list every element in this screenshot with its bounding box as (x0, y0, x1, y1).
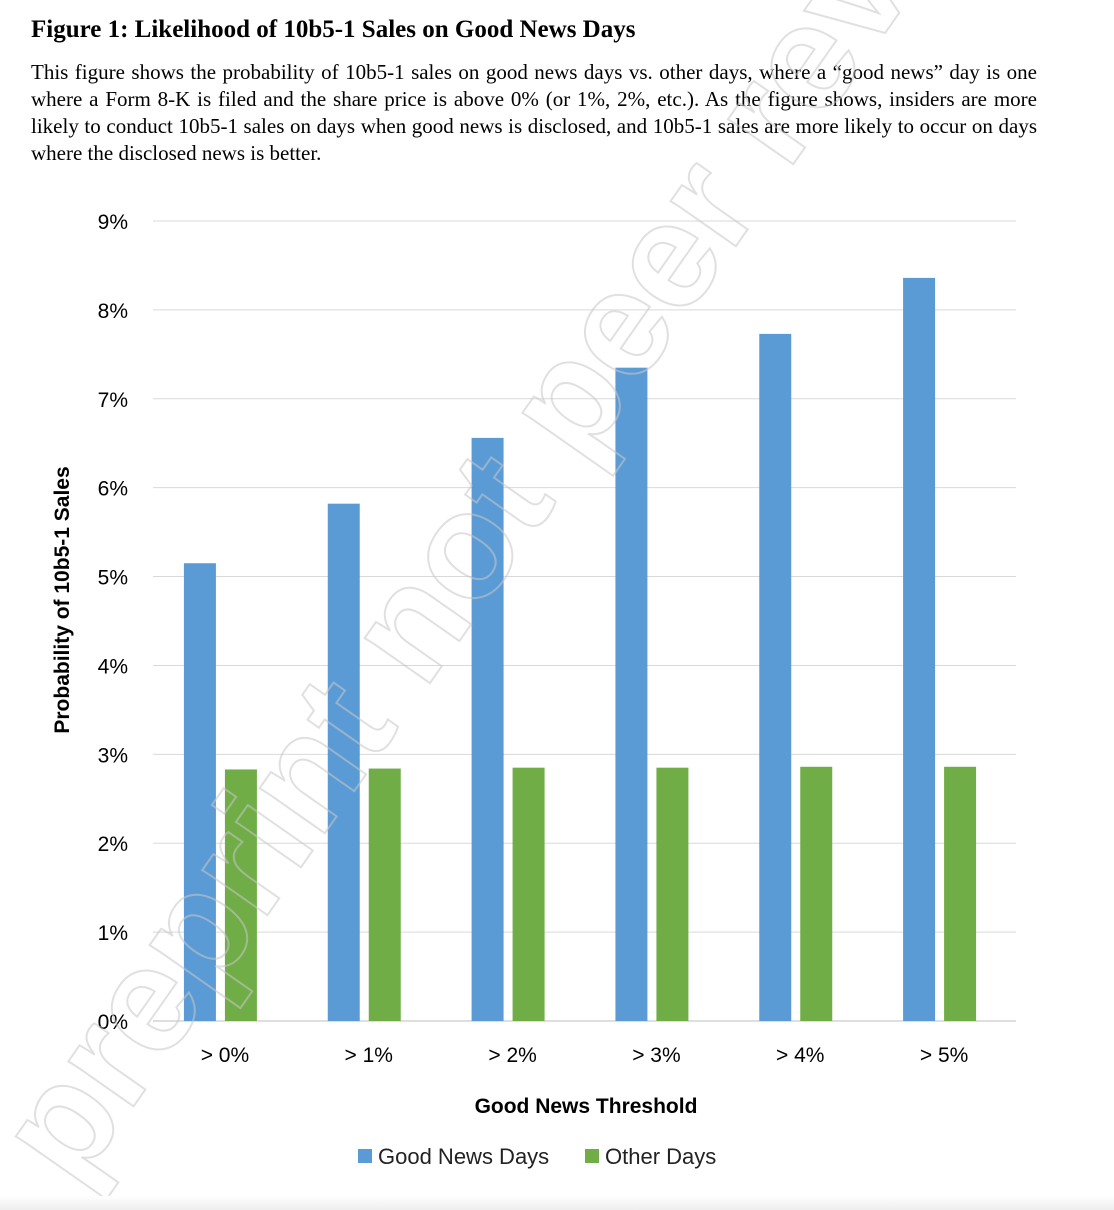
y-axis-title: Probability of 10b5-1 Sales (51, 466, 74, 733)
legend-label: Good News Days (378, 1144, 549, 1169)
bar-good-news-days (183, 563, 216, 1021)
y-tick-label: 1% (98, 922, 128, 945)
page-bottom-edge (0, 1196, 1114, 1210)
bar-good-news-days (903, 277, 936, 1021)
legend-swatch (358, 1149, 372, 1163)
bar-other-days (224, 769, 257, 1021)
x-tick-label: > 4% (776, 1044, 824, 1067)
legend: Good News Days Other Days (358, 1144, 716, 1169)
bars (183, 277, 977, 1022)
y-axis-ticks: 0% 1% 2% 3% 4% 5% 6% 7% 8% 9% (98, 211, 128, 1034)
y-tick-label: 3% (98, 744, 128, 767)
bar-other-days (368, 768, 401, 1021)
y-tick-label: 0% (98, 1011, 128, 1034)
y-tick-label: 7% (98, 389, 128, 412)
y-tick-label: 6% (98, 478, 128, 501)
figure-title: Figure 1: Likelihood of 10b5-1 Sales on … (31, 16, 636, 43)
bar-other-days (944, 766, 977, 1021)
x-tick-label: > 0% (201, 1044, 249, 1067)
x-axis-title: Good News Threshold (475, 1095, 698, 1118)
bar-other-days (800, 766, 833, 1021)
y-tick-label: 8% (98, 300, 128, 323)
y-tick-label: 9% (98, 211, 128, 234)
bar-good-news-days (615, 367, 648, 1022)
figure-caption: This figure shows the probability of 10b… (31, 60, 1037, 165)
bar-good-news-days (327, 503, 360, 1022)
gridlines (153, 220, 1016, 1022)
legend-swatch (585, 1149, 599, 1163)
x-tick-label: > 2% (488, 1044, 536, 1067)
x-axis-ticks: > 0% > 1% > 2% > 3% > 4% > 5% (201, 1044, 969, 1067)
x-tick-label: > 5% (920, 1044, 968, 1067)
x-tick-label: > 3% (632, 1044, 680, 1067)
bar-other-days (512, 767, 545, 1021)
bar-good-news-days (759, 333, 792, 1021)
legend-label: Other Days (605, 1144, 716, 1169)
bar-good-news-days (471, 437, 504, 1021)
y-tick-label: 4% (98, 655, 128, 678)
y-tick-label: 5% (98, 567, 128, 590)
y-tick-label: 2% (98, 833, 128, 856)
x-tick-label: > 1% (345, 1044, 393, 1067)
bar-other-days (656, 767, 689, 1021)
